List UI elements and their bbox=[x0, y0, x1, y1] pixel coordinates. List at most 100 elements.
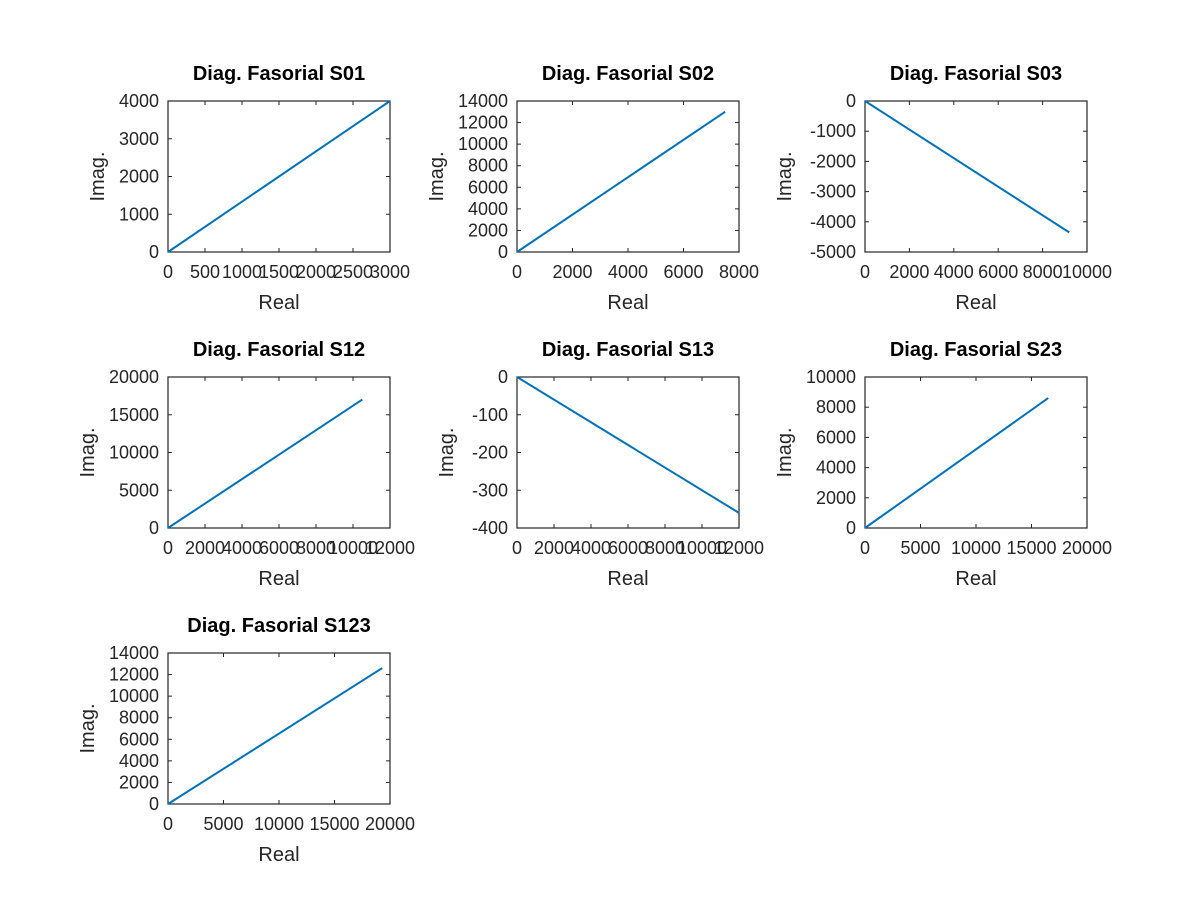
y-axis-label: Imag. bbox=[774, 151, 796, 201]
y-tick-label: 4000 bbox=[816, 458, 856, 478]
y-tick-label: 4000 bbox=[468, 199, 508, 219]
y-tick-label: 10000 bbox=[458, 134, 508, 154]
x-tick-label: 0 bbox=[512, 538, 522, 558]
y-tick-label: 8000 bbox=[119, 708, 159, 728]
y-tick-label: 0 bbox=[149, 242, 159, 262]
y-tick-label: 2000 bbox=[119, 167, 159, 187]
subplot-title: Diag. Fasorial S23 bbox=[890, 339, 1062, 361]
x-axis-label: Real bbox=[258, 568, 299, 590]
x-tick-label: 12000 bbox=[714, 538, 764, 558]
y-tick-label: 2000 bbox=[468, 220, 508, 240]
x-tick-label: 2000 bbox=[552, 262, 592, 282]
y-tick-label: 0 bbox=[149, 518, 159, 538]
y-axis-label: Imag. bbox=[77, 427, 99, 477]
y-tick-label: 8000 bbox=[816, 397, 856, 417]
x-tick-label: 0 bbox=[163, 814, 173, 834]
y-tick-label: 8000 bbox=[468, 156, 508, 176]
y-tick-label: 12000 bbox=[109, 665, 159, 685]
y-axis-label: Imag. bbox=[87, 151, 109, 201]
x-axis-label: Real bbox=[607, 292, 648, 314]
series-line bbox=[167, 100, 391, 253]
y-tick-label: 6000 bbox=[816, 427, 856, 447]
x-tick-label: 0 bbox=[860, 538, 870, 558]
series-line bbox=[167, 398, 363, 529]
x-tick-label: 6000 bbox=[259, 538, 299, 558]
x-axis-label: Real bbox=[955, 292, 996, 314]
x-tick-label: 4000 bbox=[571, 538, 611, 558]
subplot-title: Diag. Fasorial S12 bbox=[193, 339, 365, 361]
x-tick-label: 2000 bbox=[185, 538, 225, 558]
y-tick-label: 0 bbox=[846, 518, 856, 538]
subplot-title: Diag. Fasorial S123 bbox=[187, 615, 370, 637]
y-tick-label: -300 bbox=[472, 480, 508, 500]
x-tick-label: 8000 bbox=[1023, 262, 1063, 282]
series-line bbox=[864, 397, 1049, 529]
x-tick-label: 10000 bbox=[951, 538, 1001, 558]
x-tick-label: 8000 bbox=[296, 538, 336, 558]
y-axis-label: Imag. bbox=[436, 427, 458, 477]
y-tick-label: 20000 bbox=[109, 367, 159, 387]
x-axis-label: Real bbox=[955, 568, 996, 590]
y-tick-label: 2000 bbox=[816, 488, 856, 508]
x-tick-label: 0 bbox=[163, 262, 173, 282]
y-tick-label: 6000 bbox=[468, 177, 508, 197]
subplot-title: Diag. Fasorial S13 bbox=[542, 339, 714, 361]
x-tick-label: 6000 bbox=[663, 262, 703, 282]
y-tick-label: 0 bbox=[498, 367, 508, 387]
y-axis-label: Imag. bbox=[77, 703, 99, 753]
x-tick-label: 4000 bbox=[608, 262, 648, 282]
y-tick-label: 4000 bbox=[119, 751, 159, 771]
y-tick-label: 4000 bbox=[119, 91, 159, 111]
x-tick-label: 2000 bbox=[296, 262, 336, 282]
y-tick-label: 2000 bbox=[119, 772, 159, 792]
x-tick-label: 6000 bbox=[978, 262, 1018, 282]
x-tick-label: 20000 bbox=[1062, 538, 1112, 558]
y-tick-label: 14000 bbox=[458, 91, 508, 111]
x-tick-label: 0 bbox=[512, 262, 522, 282]
series-line bbox=[864, 100, 1070, 234]
x-tick-label: 1500 bbox=[259, 262, 299, 282]
x-tick-label: 2500 bbox=[333, 262, 373, 282]
series-line bbox=[516, 110, 726, 253]
x-tick-label: 6000 bbox=[608, 538, 648, 558]
y-tick-label: 5000 bbox=[119, 480, 159, 500]
x-axis-label: Real bbox=[258, 292, 299, 314]
y-tick-label: 0 bbox=[846, 91, 856, 111]
x-tick-label: 8000 bbox=[719, 262, 759, 282]
y-tick-label: 10000 bbox=[806, 367, 856, 387]
axes-box bbox=[167, 652, 391, 805]
y-tick-label: 3000 bbox=[119, 129, 159, 149]
subplot-4: 0 200040006000800010000120000500010000150… bbox=[77, 339, 415, 590]
y-tick-label: -4000 bbox=[810, 212, 856, 232]
x-tick-label: 4000 bbox=[222, 538, 262, 558]
y-tick-label: -100 bbox=[472, 405, 508, 425]
axes-box bbox=[864, 100, 1088, 253]
x-tick-label: 20000 bbox=[365, 814, 415, 834]
x-tick-label: 15000 bbox=[309, 814, 359, 834]
x-tick-label: 10000 bbox=[677, 538, 727, 558]
y-tick-label: 12000 bbox=[458, 113, 508, 133]
x-axis-label: Real bbox=[607, 568, 648, 590]
x-tick-label: 12000 bbox=[365, 538, 415, 558]
y-axis-label: Imag. bbox=[426, 151, 448, 201]
y-axis-label: Imag. bbox=[774, 427, 796, 477]
x-tick-label: 2000 bbox=[889, 262, 929, 282]
x-tick-label: 0 bbox=[163, 538, 173, 558]
subplot-3: 0 2000 4000 6000 8000 10000 -5000 -4000 -3000 -20… bbox=[774, 63, 1112, 314]
series-line bbox=[167, 667, 383, 805]
y-tick-label: -200 bbox=[472, 443, 508, 463]
x-tick-label: 1000 bbox=[222, 262, 262, 282]
y-tick-label: -1000 bbox=[810, 121, 856, 141]
subplot-title: Diag. Fasorial S01 bbox=[193, 63, 365, 85]
y-tick-label: 1000 bbox=[119, 204, 159, 224]
y-tick-label: 15000 bbox=[109, 405, 159, 425]
x-tick-label: 4000 bbox=[934, 262, 974, 282]
subplot-title: Diag. Fasorial S02 bbox=[542, 63, 714, 85]
x-tick-label: 15000 bbox=[1006, 538, 1056, 558]
y-tick-label: -400 bbox=[472, 518, 508, 538]
x-tick-label: 10000 bbox=[254, 814, 304, 834]
y-tick-label: 0 bbox=[149, 794, 159, 814]
series-line bbox=[516, 376, 740, 514]
